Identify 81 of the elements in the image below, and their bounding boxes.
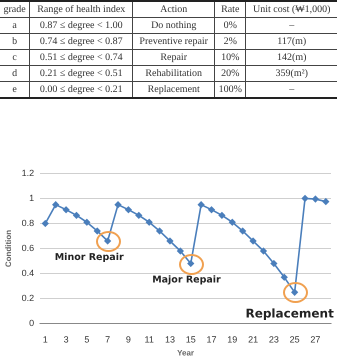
- category-label: e: [12, 84, 17, 95]
- point: [136, 212, 142, 219]
- point: [114, 201, 122, 208]
- text: grade: [0, 1, 30, 18]
- x-tick-label: 27: [310, 334, 320, 344]
- x-tick-label: 19: [227, 334, 238, 344]
- x-tick-label: 5: [84, 334, 90, 344]
- point: [52, 201, 59, 208]
- point: [229, 218, 236, 226]
- x-tick-label: 15: [186, 334, 196, 344]
- annotation: Major Repair: [152, 274, 222, 286]
- x-tick-label: 1: [42, 334, 48, 344]
- point: [322, 198, 330, 205]
- text: –: [289, 84, 294, 95]
- point: [84, 218, 90, 226]
- y-tick-label: 0.8: [22, 218, 34, 228]
- point: [302, 195, 308, 202]
- annotation: Minor Repair: [54, 252, 124, 264]
- y-tick-label: 1: [29, 192, 34, 203]
- y-tick-label: 1.2: [22, 168, 34, 178]
- point: [260, 248, 267, 254]
- point: [218, 212, 226, 219]
- x-tick-label: 11: [144, 334, 154, 344]
- category-label: c: [12, 52, 17, 63]
- point: [177, 248, 184, 254]
- point: [73, 212, 80, 219]
- category-label: Range of health index: [30, 1, 133, 18]
- text: 20%: [221, 68, 240, 79]
- point: [250, 238, 256, 244]
- annotation: Replacement: [245, 306, 334, 320]
- category-label: b: [12, 36, 18, 47]
- x-tick-label: 21: [248, 334, 258, 344]
- point: [312, 196, 319, 202]
- y-axis-title: Condition: [4, 230, 14, 268]
- text: 100%: [218, 84, 242, 95]
- text: 117(m): [277, 36, 306, 47]
- text: 0.87 ≤ degree < 1.00: [40, 20, 123, 31]
- x-tick-label: 3: [64, 334, 69, 344]
- text: Do nothing: [151, 20, 196, 31]
- x-tick-label: 23: [268, 334, 279, 344]
- point: [239, 228, 246, 234]
- text: Replacement: [148, 84, 200, 95]
- text: 2%: [224, 36, 237, 47]
- text: 359(m²): [276, 68, 308, 79]
- category-label: a: [12, 20, 17, 31]
- point: [156, 228, 163, 234]
- x-tick-label: 7: [105, 334, 110, 344]
- text: 0.51 ≤ degree < 0.74: [40, 52, 123, 63]
- point: [146, 218, 152, 226]
- point: [270, 260, 278, 267]
- text: 142(m): [277, 52, 306, 63]
- category-label: d: [12, 68, 18, 79]
- point: [208, 206, 215, 213]
- x-tick-label: 9: [126, 334, 131, 344]
- point: [62, 206, 70, 213]
- y-tick-label: 0: [29, 318, 34, 328]
- y-tick-label: 0.4: [22, 268, 34, 278]
- point: [125, 206, 132, 213]
- point: [94, 228, 101, 234]
- category-label: Unit cost (₩1,000): [246, 1, 337, 18]
- text: 0%: [224, 20, 237, 31]
- point: [166, 238, 174, 244]
- point: [198, 201, 204, 208]
- point: [280, 274, 288, 281]
- text: 10%: [221, 52, 240, 63]
- text: 0.00 ≤ degree < 0.21: [40, 84, 123, 95]
- text: 0.74 ≤ degree < 0.87: [40, 36, 123, 47]
- x-tick-label: 17: [206, 334, 217, 344]
- point: [42, 220, 49, 227]
- x-axis-title: Year: [177, 348, 194, 358]
- y-tick-label: 0.2: [22, 293, 34, 304]
- y-tick-label: 0.6: [22, 242, 34, 253]
- category-label: Action: [132, 1, 215, 18]
- x-tick-label: 13: [164, 334, 175, 344]
- text: Preventive repair: [139, 36, 208, 47]
- text: Repair: [160, 52, 188, 63]
- text: Rehabilitation: [145, 68, 202, 79]
- text: 0.21 ≤ degree < 0.51: [40, 68, 123, 79]
- category-label: Rate: [214, 1, 246, 18]
- x-tick-label: 25: [290, 334, 300, 344]
- text: –: [289, 20, 294, 31]
